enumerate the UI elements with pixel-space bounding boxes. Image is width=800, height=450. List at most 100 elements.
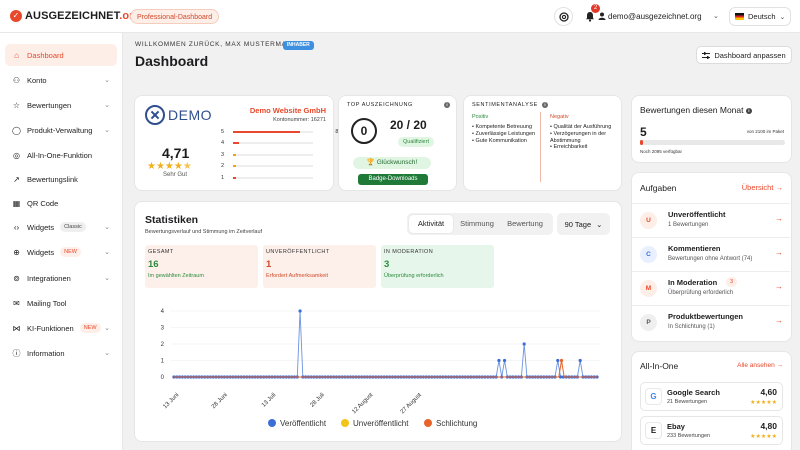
- platform-item[interactable]: E Ebay 233 Bewertungen 4,80 ★★★★★: [640, 416, 783, 445]
- logo-text: AUSGEZEICHNET: [25, 10, 120, 22]
- lifebuoy-icon: [558, 11, 569, 22]
- task-subtitle: 1 Bewertungen: [668, 222, 709, 228]
- star-level: 1: [221, 174, 225, 181]
- tasks-overview-link[interactable]: Übersicht →: [741, 183, 783, 192]
- task-row[interactable]: P Produktbewertungen In Schlichtung (1) →: [632, 305, 790, 338]
- rating-distribution-row: 584,2%: [221, 127, 351, 136]
- all-in-one-link[interactable]: Alle ansehen →: [737, 362, 783, 369]
- badge-downloads-button[interactable]: Badge-Downloads: [358, 174, 428, 185]
- monthly-value: 5: [640, 125, 647, 139]
- new-tag: NEW: [60, 247, 81, 257]
- sentiment-card: SENTIMENTANALYSE i Positiv Kompetente Be…: [463, 95, 622, 191]
- distribution-bar-fill: [233, 165, 236, 167]
- info-icon[interactable]: i: [542, 102, 548, 108]
- kpi-total: GESAMT 16 Im gewählten Zeitraum: [145, 245, 258, 288]
- globe-icon: ⊕: [13, 247, 20, 257]
- rating-word: Sehr Gut: [163, 172, 188, 178]
- language-label: Deutsch: [748, 12, 776, 21]
- platform-review-count: 21 Bewertungen: [667, 399, 708, 405]
- kpi-note: Erfordert Aufmerksamkeit: [266, 273, 329, 279]
- german-flag-icon: [735, 13, 744, 20]
- congrats-label: Glückwunsch!: [376, 159, 418, 166]
- company-name[interactable]: Demo Website GmbH: [249, 106, 326, 115]
- statistics-card: Statistiken Bewertungsverlauf und Stimmu…: [134, 201, 622, 442]
- tab-aktivitaet[interactable]: Aktivität: [409, 215, 453, 233]
- sidebar-item-ki-funktionen[interactable]: ⋈ KI-Funktionen NEW ⌄: [5, 317, 117, 339]
- platform-name: Ebay: [667, 422, 685, 431]
- y-tick-label: 2: [161, 342, 165, 348]
- task-row[interactable]: U Unveröffentlicht 1 Bewertungen →: [632, 203, 790, 236]
- all-in-one-title: All-In-One: [640, 361, 679, 371]
- star-level: 2: [221, 163, 225, 169]
- chevron-down-icon: ⌄: [596, 219, 603, 229]
- x-tick-label: 13 Juni: [162, 392, 180, 410]
- task-letter-icon: U: [640, 212, 657, 229]
- kpi-label: GESAMT: [148, 249, 174, 255]
- page-title: Dashboard: [135, 53, 209, 69]
- distribution-bar: [233, 153, 313, 156]
- sidebar-item-all-in-one[interactable]: ◎ All-In-One-Funktion: [5, 144, 117, 166]
- sidebar-item-widgets-new[interactable]: ⊕ Widgets NEW ⌄: [5, 241, 117, 263]
- task-row[interactable]: C Kommentieren Bewertungen ohne Antwort (7…: [632, 237, 790, 270]
- monthly-reviews-card: Bewertungen diesen Monat i 5 von 2100 im…: [631, 95, 792, 163]
- company-logo-text: DEMO: [168, 107, 212, 123]
- sidebar-item-produkt-verwaltung[interactable]: ◯ Produkt-Verwaltung ⌄: [5, 119, 117, 141]
- distribution-bar: [233, 142, 313, 144]
- sidebar-item-label: Konto: [27, 75, 47, 85]
- sidebar-item-integrationen[interactable]: ⊚ Integrationen ⌄: [5, 267, 117, 289]
- tab-bewertung[interactable]: Bewertung: [507, 219, 543, 228]
- info-icon[interactable]: i: [745, 107, 752, 114]
- chevron-down-icon: ⌄: [104, 249, 110, 256]
- tab-stimmung[interactable]: Stimmung: [460, 219, 494, 228]
- statistics-title: Statistiken: [145, 214, 199, 226]
- rating-distribution-row: 47,9%: [221, 139, 351, 148]
- user-email-menu[interactable]: demo@ausgezeichnet.org: [608, 12, 702, 21]
- legend-marker: [424, 419, 432, 427]
- list-item: Erreichbarkeit: [550, 144, 618, 151]
- period-select[interactable]: 90 Tage ⌄: [557, 213, 610, 235]
- notification-count-badge: 2: [591, 4, 600, 13]
- all-in-one-card: All-In-One Alle ansehen → G Google Search…: [631, 351, 792, 450]
- task-letter-icon: M: [640, 280, 657, 297]
- top-award-card: TOP AUSZEICHNUNG i 0 20 / 20 Qualifizier…: [338, 95, 457, 191]
- logo-icon: ✓: [10, 10, 22, 22]
- legend-label: Schlichtung: [436, 419, 477, 428]
- star-level: 4: [221, 140, 225, 146]
- language-select[interactable]: Deutsch ⌄: [729, 7, 791, 26]
- bell-icon: [585, 12, 594, 22]
- task-subtitle: Bewertungen ohne Antwort (74): [668, 256, 753, 262]
- sidebar-item-qr-code[interactable]: ▦ QR Code: [5, 192, 117, 214]
- statistics-tabs: Aktivität Stimmung Bewertung: [407, 213, 553, 235]
- sidebar-item-bewertungslink[interactable]: ↗ Bewertungslink: [5, 168, 117, 190]
- star-level: 5: [221, 128, 225, 135]
- customize-dashboard-button[interactable]: Dashboard anpassen: [696, 46, 792, 64]
- sidebar-item-information[interactable]: ⓘ Information ⌄: [5, 342, 117, 364]
- list-item: Gute Kommunikation: [472, 138, 538, 145]
- kpi-note: Im gewählten Zeitraum: [148, 273, 204, 279]
- sidebar-item-mailing-tool[interactable]: ✉ Mailing Tool: [5, 292, 117, 314]
- task-title: Kommentieren: [668, 244, 721, 253]
- data-point: [522, 342, 526, 346]
- sidebar-item-widgets-classic[interactable]: ‹› Widgets Classic ⌄: [5, 216, 117, 238]
- star-level: 3: [221, 151, 225, 158]
- info-icon[interactable]: i: [444, 102, 450, 108]
- sidebar-item-konto[interactable]: ⚇ Konto ⌄: [5, 69, 117, 91]
- distribution-bar: [233, 165, 313, 167]
- statistics-subtitle: Bewertungsverlauf und Stimmung im Zeitve…: [145, 229, 263, 235]
- support-button[interactable]: [554, 7, 573, 26]
- app-logo[interactable]: ✓ AUSGEZEICHNET.org: [10, 10, 140, 22]
- notifications-button[interactable]: 2: [580, 4, 600, 26]
- arrow-right-icon: →: [775, 316, 783, 325]
- sidebar-item-bewertungen[interactable]: ☆ Bewertungen ⌄: [5, 94, 117, 116]
- chevron-down-icon: ⌄: [779, 13, 786, 21]
- chevron-down-icon: ⌄: [713, 13, 719, 20]
- monthly-available: Noch 2095 verfügbar: [640, 149, 683, 154]
- arrow-right-icon: →: [775, 214, 783, 223]
- sidebar-item-dashboard[interactable]: ⌂ Dashboard: [5, 44, 117, 66]
- legend-marker: [268, 419, 276, 427]
- kpi-note: Überprüfung erforderlich: [384, 273, 444, 279]
- sidebar-item-label: Bewertungslink: [27, 174, 78, 184]
- sentiment-label: SENTIMENTANALYSE: [472, 102, 538, 108]
- platform-item[interactable]: G Google Search 21 Bewertungen 4,60 ★★★★★: [640, 382, 783, 411]
- task-row[interactable]: M In Moderation 3 Überprüfung erforderlich →: [632, 271, 790, 304]
